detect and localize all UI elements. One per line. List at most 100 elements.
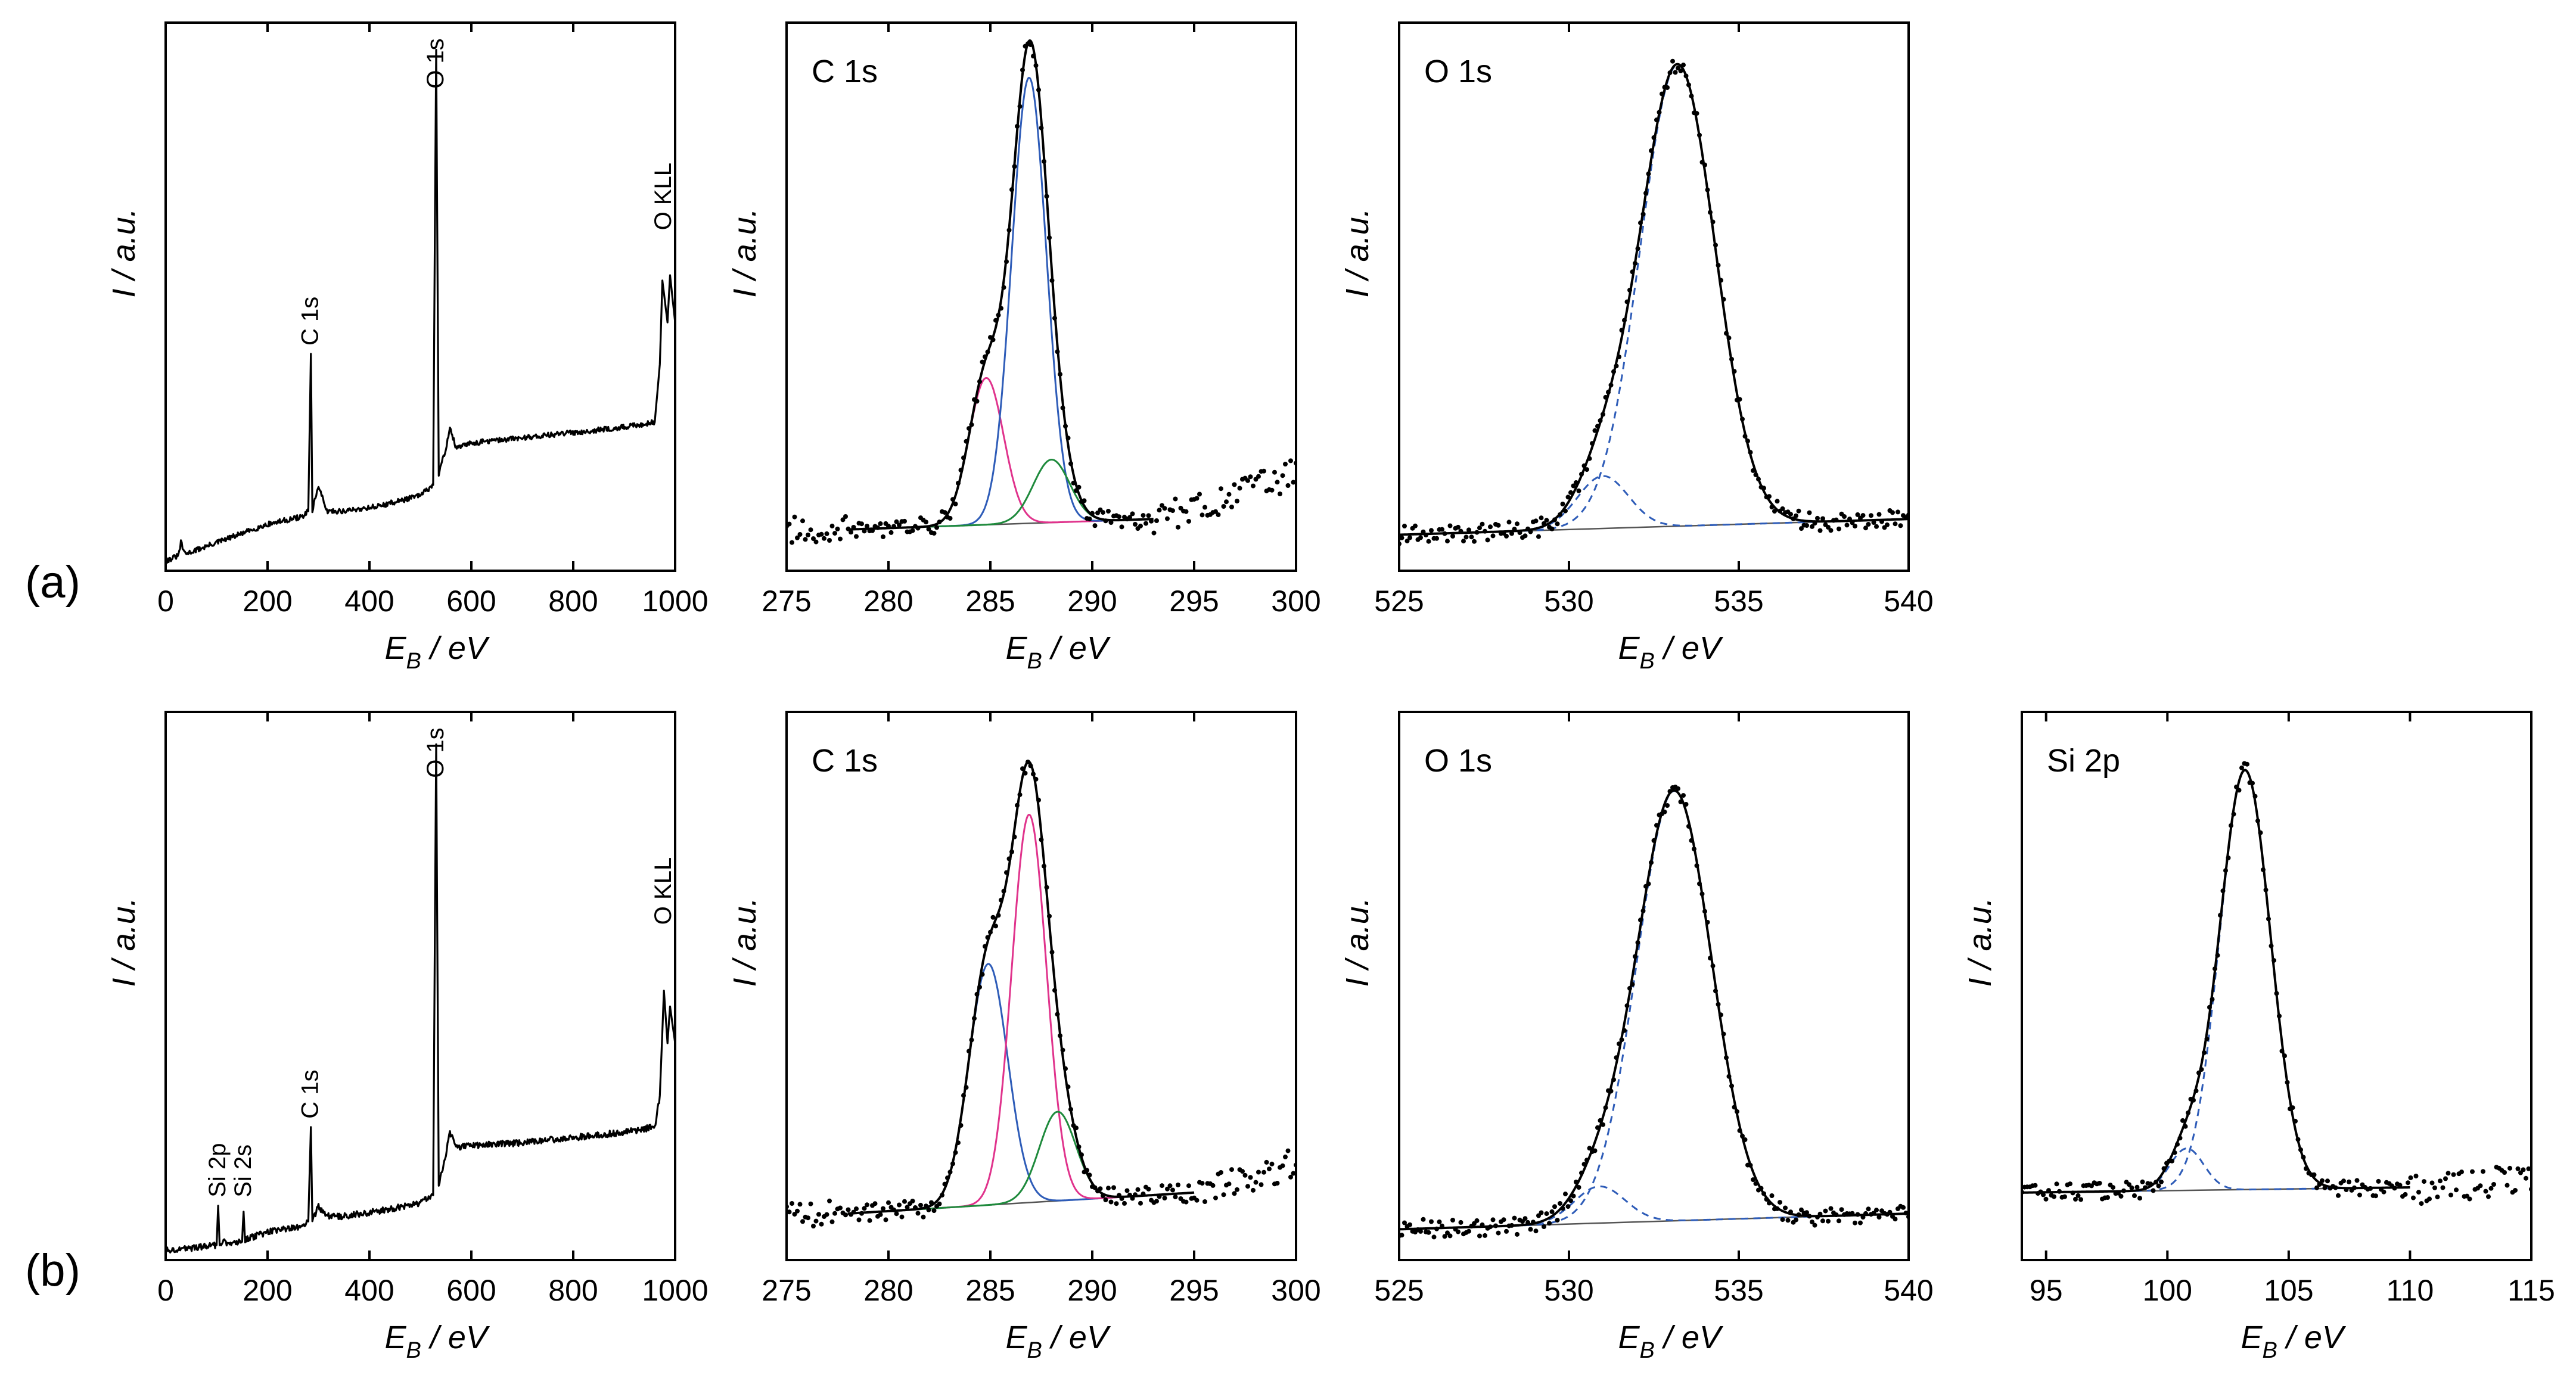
panel-title: O 1s [1424, 743, 1492, 779]
chart-b-c1s: 275 280 285 290 295 300 EB / eV I / a.u. C 1s [727, 711, 1321, 1363]
experimental-data-point [1662, 809, 1667, 814]
experimental-data-point [1154, 1199, 1159, 1204]
experimental-data-point [1442, 531, 1447, 536]
experimental-data-point [1039, 125, 1044, 130]
x-axis-label-subscript: B [2263, 1338, 2277, 1363]
experimental-data-point [1291, 480, 1296, 485]
x-tick-label: 1000 [642, 1274, 708, 1307]
x-axis-label-symbol: E [385, 630, 407, 666]
experimental-data-point [1633, 261, 1637, 266]
experimental-data-point [2427, 1196, 2432, 1202]
experimental-data-point [2261, 867, 2266, 872]
experimental-data-point [1807, 1214, 1812, 1219]
experimental-data-point [2406, 1180, 2410, 1186]
x-axis-label: EB / eV [1006, 630, 1111, 674]
x-tick-label: 200 [243, 584, 292, 618]
x-axis-label-subscript: B [406, 649, 421, 674]
experimental-data-point [1133, 1192, 1138, 1197]
experimental-data-point [1560, 502, 1565, 506]
experimental-data-point [934, 525, 939, 530]
experimental-data-point [1106, 509, 1111, 514]
experimental-data-point [1026, 760, 1030, 764]
experimental-data-point [790, 1201, 794, 1206]
experimental-data-point [846, 526, 851, 531]
experimental-data-point [1426, 1230, 1431, 1235]
plot-area [166, 743, 675, 1253]
experimental-data-point [1101, 510, 1105, 515]
experimental-data-point [2255, 818, 2260, 823]
experimental-data-point [2089, 1183, 2094, 1189]
experimental-data-point [1399, 1233, 1404, 1238]
experimental-data-point [2151, 1188, 2156, 1193]
peak-annotation: O KLL [650, 857, 676, 925]
experimental-data-point [942, 1181, 947, 1187]
experimental-data-point [2368, 1186, 2373, 1191]
experimental-data-point [1635, 940, 1640, 945]
experimental-data-point [1087, 1172, 1092, 1178]
experimental-data-point [1708, 956, 1713, 961]
x-tick-label: 280 [863, 584, 913, 618]
experimental-data-point [1549, 526, 1555, 531]
experimental-data-point [2202, 1050, 2207, 1055]
experimental-data-point [974, 399, 980, 404]
x-axis-label-symbol: E [1006, 1320, 1028, 1355]
y-axis-label: I / a.u. [1340, 897, 1375, 987]
experimental-data-point [1683, 802, 1689, 807]
experimental-data-point [1834, 517, 1839, 522]
x-tick-label: 600 [446, 1274, 496, 1307]
experimental-data-point [1769, 505, 1775, 510]
experimental-data-point [1724, 331, 1729, 336]
chart-a-survey: 0 200 400 600 800 1000 EB / eV I / a.u. C 1s O 1s… [106, 21, 709, 674]
experimental-data-point [2470, 1169, 2475, 1174]
y-axis-label: I / a.u. [106, 208, 142, 297]
experimental-data-point [1033, 63, 1039, 68]
experimental-data-point [803, 537, 808, 542]
experimental-data-point [819, 1221, 824, 1227]
experimental-data-point [2446, 1171, 2451, 1176]
experimental-data-point [2263, 887, 2269, 892]
fit-component-curve [2022, 769, 2410, 1194]
experimental-data-point [1558, 512, 1562, 517]
experimental-data-point [1463, 534, 1469, 540]
experimental-data-point [1592, 1148, 1598, 1153]
experimental-data-point [1197, 492, 1202, 497]
experimental-data-point [1170, 508, 1175, 514]
experimental-data-point [2183, 1124, 2188, 1129]
x-axis-label-subscript: B [1640, 1338, 1655, 1363]
experimental-data-point [2193, 1088, 2199, 1093]
experimental-data-point [1506, 520, 1512, 525]
experimental-data-point [2325, 1178, 2330, 1184]
experimental-data-point [2443, 1176, 2448, 1181]
experimental-data-point [1823, 1208, 1828, 1214]
experimental-data-point [1157, 508, 1162, 513]
experimental-data-point [2521, 1167, 2526, 1172]
experimental-data-point [1587, 1146, 1592, 1151]
experimental-data-point [1552, 1204, 1557, 1209]
experimental-data-point [1111, 1185, 1116, 1190]
experimental-data-point [2204, 1036, 2210, 1041]
axes-frame [1398, 21, 1910, 572]
experimental-data-point [1624, 299, 1630, 304]
experimental-data-point [1267, 1167, 1272, 1172]
experimental-data-point [795, 1208, 800, 1214]
experimental-data-point [829, 523, 835, 528]
experimental-data-point [2199, 1067, 2204, 1072]
plot-area [166, 48, 675, 564]
peak-annotation: C 1s [297, 297, 324, 346]
experimental-data-point [1533, 1228, 1539, 1234]
experimental-data-point [1044, 194, 1049, 199]
experimental-data-point [1103, 518, 1108, 524]
experimental-data-point [1732, 1105, 1737, 1110]
experimental-data-point [1418, 535, 1423, 540]
experimental-data-point [1213, 1195, 1218, 1200]
experimental-data-point [1689, 838, 1694, 843]
experimental-data-point [1151, 530, 1157, 536]
experimental-data-point [1275, 480, 1280, 485]
experimental-data-point [1504, 533, 1509, 539]
experimental-data-point [822, 536, 826, 541]
experimental-data-point [1049, 950, 1055, 955]
experimental-data-point [806, 532, 810, 537]
experimental-data-point [1429, 1219, 1434, 1224]
experimental-data-point [2196, 1070, 2201, 1075]
experimental-data-point [2336, 1193, 2341, 1198]
